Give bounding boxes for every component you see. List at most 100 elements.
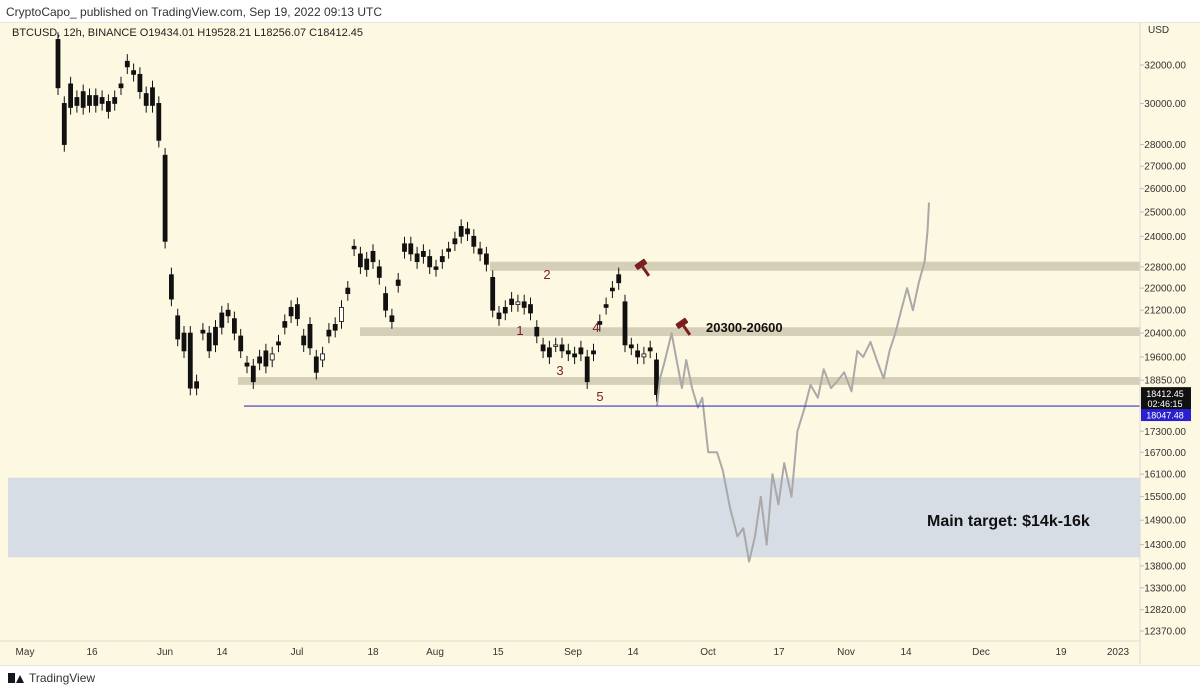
candle-body — [175, 315, 181, 340]
candle — [93, 88, 99, 113]
y-tick-label: 22000.00 — [1144, 284, 1186, 295]
candle — [572, 346, 577, 365]
candle — [238, 328, 244, 359]
candle — [250, 358, 256, 389]
symbol-ohlc-legend: BTCUSD, 12h, BINANCE O19434.01 H19528.21… — [12, 27, 364, 39]
candle-body — [465, 228, 470, 235]
candle-body — [244, 362, 250, 367]
candle — [288, 300, 294, 324]
projection-layer — [656, 202, 930, 563]
candle — [591, 343, 596, 362]
y-tick-label: 24000.00 — [1144, 232, 1186, 243]
candle-body — [168, 274, 174, 300]
candle — [641, 346, 647, 365]
candle-body — [439, 256, 445, 263]
candle-body — [395, 279, 401, 286]
candle — [439, 249, 445, 269]
candle-body — [150, 87, 155, 106]
candle — [610, 281, 615, 299]
candle-body — [383, 293, 389, 311]
y-tick-label: 26000.00 — [1144, 184, 1186, 195]
candle-body — [490, 276, 496, 311]
candle-body — [137, 73, 143, 93]
candle — [383, 286, 389, 318]
gavel-head — [634, 258, 648, 270]
candle-body — [578, 347, 584, 355]
candle — [364, 251, 370, 277]
candle-body — [364, 258, 370, 270]
candle-body — [565, 350, 571, 355]
candle — [194, 374, 200, 396]
candle-body — [654, 359, 659, 395]
candle-body — [61, 103, 67, 145]
gavel-icon — [675, 317, 692, 336]
y-tick-label: 27000.00 — [1144, 162, 1186, 173]
support-price-value: 18047.48 — [1146, 411, 1184, 421]
candle-body — [156, 103, 162, 141]
x-tick-label: 14 — [900, 647, 912, 658]
y-tick-label: 21200.00 — [1144, 306, 1186, 317]
candle-body — [257, 356, 263, 364]
candle-body — [534, 326, 540, 337]
wave-label-4: 4 — [592, 320, 599, 335]
candle — [320, 346, 326, 368]
candle — [376, 259, 382, 285]
candle — [313, 349, 319, 380]
candle — [408, 236, 414, 262]
candle — [80, 84, 86, 115]
support-price-tag: 18047.48 — [1141, 409, 1191, 422]
candle — [452, 231, 458, 251]
candle — [162, 148, 168, 249]
x-tick-label: Nov — [837, 647, 855, 658]
candle-body — [351, 245, 357, 250]
last-price-tag-bg — [1141, 387, 1191, 412]
candle — [131, 63, 137, 82]
candle — [219, 305, 225, 335]
candle — [540, 337, 546, 359]
wave-label-3: 3 — [556, 363, 563, 378]
candle-body — [471, 235, 477, 247]
candle-body — [231, 318, 237, 334]
last-price-value: 18412.45 — [1146, 389, 1184, 399]
wave-label-5: 5 — [596, 389, 603, 404]
y-tick-label: 32000.00 — [1144, 61, 1186, 72]
candle-body — [591, 350, 596, 355]
gavel-handle — [682, 324, 692, 336]
gavel-handle — [641, 265, 651, 277]
candle-body — [250, 365, 256, 383]
candle-body — [647, 347, 653, 352]
x-tick-label: 15 — [492, 647, 504, 658]
candle — [597, 314, 603, 332]
x-tick-label: Dec — [972, 647, 990, 658]
candle-body — [559, 344, 565, 352]
candle — [446, 241, 452, 259]
candle-body — [635, 350, 640, 358]
y-tick-label: 28000.00 — [1144, 140, 1186, 151]
y-tick-label: 16100.00 — [1144, 470, 1186, 481]
candle — [395, 272, 401, 293]
candle — [559, 337, 565, 359]
candle — [496, 305, 502, 326]
candle-body — [622, 301, 628, 346]
candle — [547, 340, 552, 365]
candle-body — [584, 356, 590, 383]
candle — [68, 76, 73, 115]
x-tick-label: May — [16, 647, 35, 658]
candle-body — [181, 332, 187, 352]
candle-body — [597, 321, 603, 325]
candle — [301, 328, 307, 353]
candle-body — [106, 101, 111, 112]
footer-brand[interactable]: TradingView — [8, 671, 95, 685]
candle-body — [206, 332, 212, 352]
candle-body — [483, 253, 489, 265]
candle-body — [446, 248, 452, 252]
candle — [137, 67, 143, 99]
y-tick-label: 25000.00 — [1144, 208, 1186, 219]
candle — [257, 349, 263, 371]
candle-body — [99, 97, 105, 104]
candle — [647, 340, 653, 359]
candle — [515, 294, 521, 312]
candle-body — [332, 324, 338, 331]
candle-body — [433, 266, 439, 270]
